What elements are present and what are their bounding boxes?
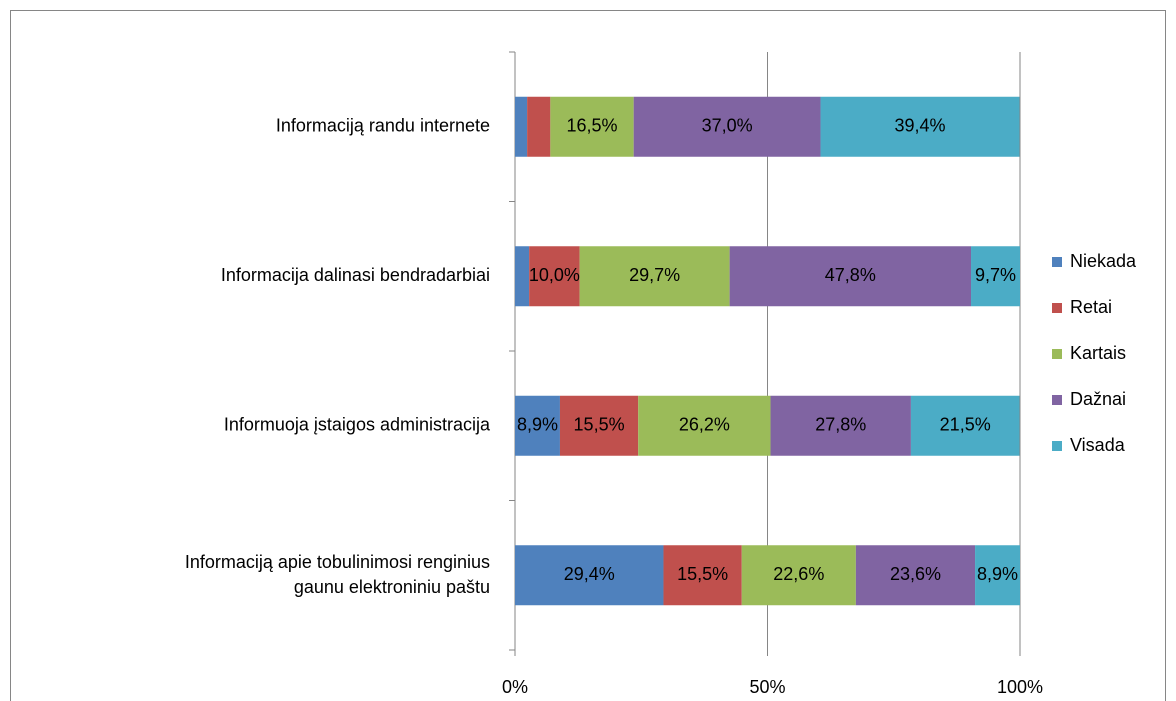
data-label: 37,0%	[702, 116, 753, 136]
bar-segment	[729, 246, 972, 307]
bar-segment	[515, 96, 528, 157]
legend-label: Niekada	[1070, 251, 1137, 271]
legend-label: Dažnai	[1070, 389, 1126, 409]
legend-swatch	[1052, 441, 1062, 451]
x-tick-label: 50%	[749, 677, 785, 697]
bar-segment	[515, 545, 664, 606]
x-tick-label: 0%	[502, 677, 528, 697]
data-label: 10,0%	[529, 265, 580, 285]
y-tick-label: Informuoja įstaigos administracija	[224, 415, 491, 435]
data-label: 15,5%	[677, 564, 728, 584]
data-label: 29,4%	[564, 564, 615, 584]
bar-segment	[559, 395, 639, 456]
legend-label: Retai	[1070, 297, 1112, 317]
bar-segment	[515, 395, 560, 456]
bar-segment	[515, 246, 530, 307]
bar-segment	[975, 545, 1020, 606]
bar-segment	[529, 246, 580, 307]
chart-border	[10, 10, 1166, 701]
x-tick-label: 100%	[997, 677, 1043, 697]
bar-segment	[770, 395, 911, 456]
data-label: 22,6%	[773, 564, 824, 584]
bar-segment	[638, 395, 771, 456]
legend-swatch	[1052, 349, 1062, 359]
y-tick-label: Informaciją apie tobulinimosi renginius g…	[185, 552, 490, 597]
bar-segment	[550, 96, 634, 157]
legend-label: Kartais	[1070, 343, 1126, 363]
data-label: 47,8%	[825, 265, 876, 285]
data-label: 21,5%	[940, 415, 991, 435]
y-tick-label: Informaciją randu internete	[276, 116, 490, 136]
data-label: 23,6%	[890, 564, 941, 584]
bar-segment	[527, 96, 551, 157]
legend-swatch	[1052, 395, 1062, 405]
data-label: 26,2%	[679, 415, 730, 435]
data-label: 8,9%	[517, 415, 558, 435]
bar-segment	[971, 246, 1020, 307]
bar-segment	[579, 246, 730, 307]
bar-segment	[663, 545, 742, 606]
data-label: 15,5%	[574, 415, 625, 435]
legend-swatch	[1052, 257, 1062, 267]
data-label: 8,9%	[977, 564, 1018, 584]
bar-segment	[633, 96, 821, 157]
data-label: 16,5%	[566, 116, 617, 136]
legend-swatch	[1052, 303, 1062, 313]
data-label: 39,4%	[894, 116, 945, 136]
bar-segment	[741, 545, 856, 606]
bar-segment	[820, 96, 1020, 157]
bar-segment	[855, 545, 976, 606]
data-label: 9,7%	[975, 265, 1016, 285]
bar-segment	[910, 395, 1020, 456]
y-tick-label: Informacija dalinasi bendradarbiai	[221, 265, 490, 285]
legend-label: Visada	[1070, 435, 1126, 455]
data-label: 27,8%	[815, 415, 866, 435]
data-label: 29,7%	[629, 265, 680, 285]
